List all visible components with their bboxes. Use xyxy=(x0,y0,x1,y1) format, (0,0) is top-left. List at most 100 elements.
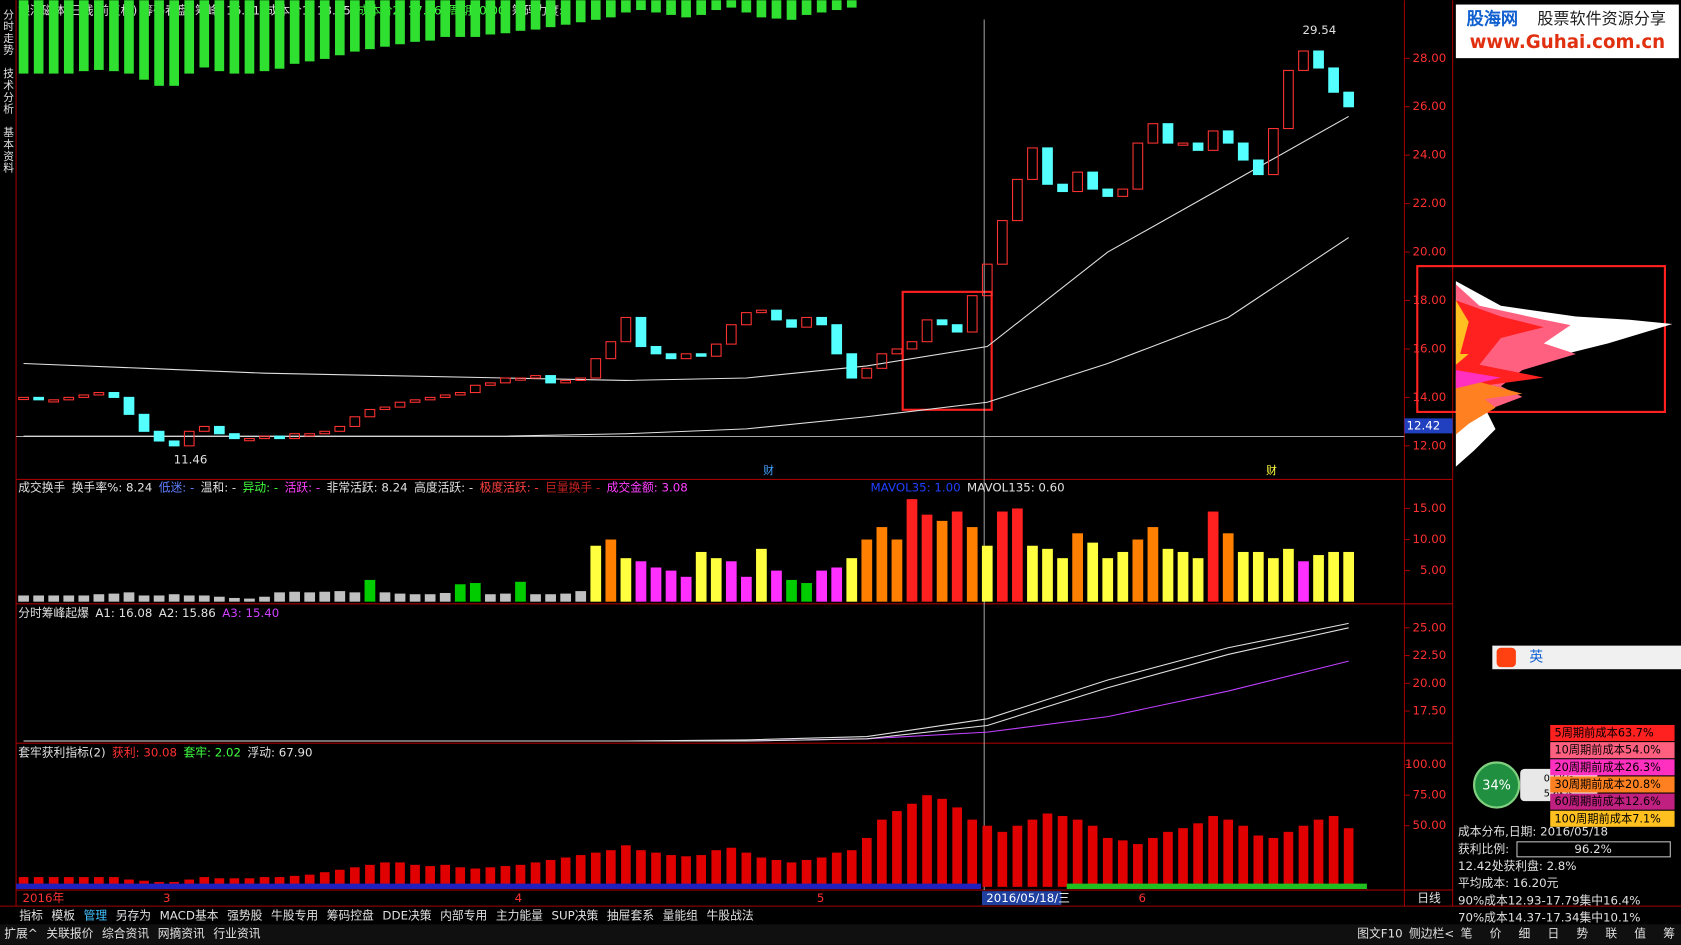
trapped-bar xyxy=(696,0,707,15)
toolbar-tab[interactable]: 量能组 xyxy=(663,908,699,922)
toolbar-tab[interactable]: 内部专用 xyxy=(440,908,487,922)
volume-bar xyxy=(424,594,436,602)
profit-bar xyxy=(1042,813,1053,887)
status-tab[interactable]: 综合资讯 xyxy=(102,927,149,941)
toolbar-tab[interactable]: 管理 xyxy=(84,908,108,922)
status-right[interactable]: 价 xyxy=(1490,927,1502,941)
ime-label[interactable]: 英 xyxy=(1529,648,1543,665)
volume-bar xyxy=(1313,555,1324,602)
period-label[interactable]: 日线 xyxy=(1417,891,1441,905)
status-right[interactable]: 势 xyxy=(1576,927,1588,941)
candle xyxy=(1343,91,1355,108)
toolbar-tab[interactable]: 模板 xyxy=(51,908,75,922)
candle xyxy=(1252,159,1264,176)
toolbar-tab[interactable]: 强势股 xyxy=(227,908,263,922)
candle xyxy=(1102,188,1114,197)
candle xyxy=(1057,183,1068,193)
volume-bar xyxy=(981,545,993,602)
toolbar-tab[interactable]: SUP决策 xyxy=(552,908,599,922)
panel-legend: 温和: - xyxy=(201,481,237,495)
side-tab[interactable]: 本 xyxy=(3,138,14,151)
side-tab[interactable]: 料 xyxy=(3,162,14,175)
trapped-bar xyxy=(244,0,255,74)
candle xyxy=(876,353,888,369)
side-tab[interactable]: 术 xyxy=(3,79,14,92)
trapped-bar xyxy=(94,0,104,70)
status-tab[interactable]: 网摘资讯 xyxy=(158,927,205,941)
side-tab[interactable]: 走 xyxy=(3,32,14,45)
trapped-bar xyxy=(33,0,44,74)
candle xyxy=(1162,123,1174,144)
candle xyxy=(695,353,707,357)
candle xyxy=(1117,188,1129,197)
panel-legend: MAVOL135: 0.60 xyxy=(967,481,1065,495)
status-right[interactable]: 联 xyxy=(1605,927,1617,941)
profit-bar xyxy=(786,862,797,887)
low-label: 11.46 xyxy=(174,453,208,467)
side-tab[interactable]: 资 xyxy=(3,150,14,163)
candle xyxy=(1313,50,1324,69)
profit-bar xyxy=(334,869,345,887)
statusbar-bg xyxy=(0,924,1681,945)
side-tab[interactable]: 基 xyxy=(3,126,14,139)
side-tab[interactable]: 时 xyxy=(3,20,14,33)
trapped-bar xyxy=(515,0,526,31)
trapped-bar xyxy=(726,0,737,8)
profit-bar xyxy=(771,859,782,887)
status-tab[interactable]: 行业资讯 xyxy=(213,927,260,941)
profit-bar xyxy=(877,819,887,887)
profit-bar xyxy=(94,877,104,887)
side-tab[interactable]: 析 xyxy=(3,103,14,116)
candle xyxy=(1087,171,1099,190)
toolbar-tab[interactable]: 筹码控盘 xyxy=(327,908,374,922)
toolbar-tab[interactable]: 牛股战法 xyxy=(707,908,754,922)
profit-bar xyxy=(259,877,270,887)
profit-bar xyxy=(590,852,601,887)
volume-bar xyxy=(545,594,556,602)
candle xyxy=(319,430,331,435)
volume-bar xyxy=(1343,551,1355,602)
volume-bar xyxy=(605,539,617,602)
chip-legend-box xyxy=(1550,793,1675,810)
trapped-bar xyxy=(274,0,285,69)
volume-bar xyxy=(183,595,195,602)
event-mark[interactable]: 财 xyxy=(1266,464,1277,477)
trapped-bar xyxy=(485,0,496,35)
trapped-bar xyxy=(259,0,270,72)
status-right[interactable]: 图文F10 xyxy=(1357,927,1402,941)
status-tab[interactable]: 关联报价 xyxy=(46,927,93,941)
status-tab[interactable]: 扩展^ xyxy=(4,927,37,941)
toolbar-tab[interactable]: DDE决策 xyxy=(382,908,431,922)
toolbar-tab[interactable]: 指标 xyxy=(19,908,43,922)
event-mark[interactable]: 财 xyxy=(763,464,774,477)
status-right[interactable]: 细 xyxy=(1519,927,1531,941)
trapped-bar xyxy=(334,0,345,56)
volume-bar xyxy=(1298,561,1309,602)
status-right[interactable]: 值 xyxy=(1634,927,1646,941)
toolbar-tab[interactable]: 主力能量 xyxy=(496,908,543,922)
header-item: 筹峰: 16.01 xyxy=(195,3,260,17)
profit-bar xyxy=(33,877,44,887)
side-tab[interactable]: 分 xyxy=(3,91,14,104)
side-tab[interactable]: 技 xyxy=(3,67,14,80)
volume-bar xyxy=(876,527,888,602)
candle xyxy=(921,319,933,343)
status-right[interactable]: 筹 xyxy=(1663,927,1675,941)
profit-bar xyxy=(726,847,737,887)
toolbar-tab[interactable]: MACD基本 xyxy=(160,908,219,922)
status-right[interactable]: 侧边栏< xyxy=(1409,927,1454,941)
chip-distribution xyxy=(1455,281,1673,467)
toolbar-tab[interactable]: 牛股专用 xyxy=(271,908,318,922)
candle xyxy=(1283,69,1294,130)
profit-bar xyxy=(1178,828,1188,887)
volume-bar xyxy=(1177,551,1189,602)
profit-bar xyxy=(18,877,29,887)
status-right[interactable]: 笔 xyxy=(1461,927,1473,941)
side-tab[interactable]: 分 xyxy=(3,8,14,21)
toolbar-tab[interactable]: 抽屉套系 xyxy=(607,908,654,922)
side-tab[interactable]: 势 xyxy=(3,44,14,57)
toolbar-tab[interactable]: 另存为 xyxy=(116,908,151,922)
profit-bar xyxy=(500,866,511,887)
status-right[interactable]: 日 xyxy=(1547,927,1559,941)
volume-bar xyxy=(18,595,29,602)
